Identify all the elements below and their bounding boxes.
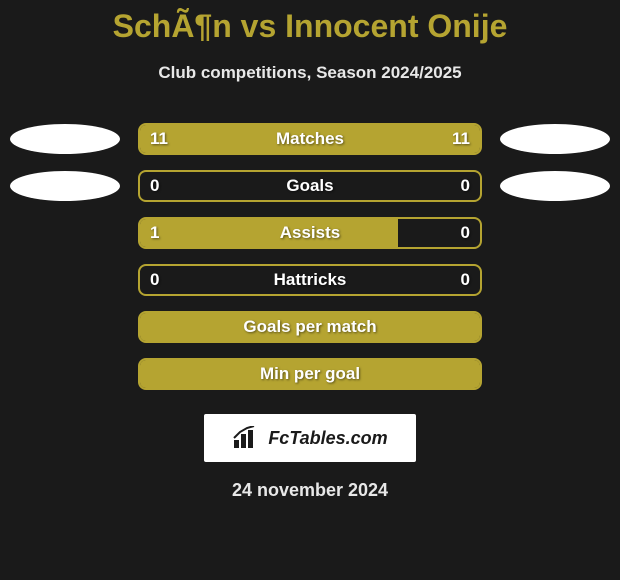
stat-value-left: 0 [150,270,159,290]
main-container: SchÃ¶n vs Innocent Onije Club competitio… [0,0,620,501]
stats-container: 11 11 Matches 0 0 Goals 1 0 Assists 0 0 Hattricks Go… [0,123,620,390]
stat-value-left: 11 [150,129,168,149]
stat-label: Assists [280,223,340,243]
stat-bar: Min per goal [138,358,482,390]
page-subtitle: Club competitions, Season 2024/2025 [0,63,620,83]
stat-value-left: 1 [150,223,159,243]
footer: FcTables.com 24 november 2024 [0,414,620,501]
stat-value-right: 0 [461,176,470,196]
stat-label: Goals [286,176,333,196]
stat-bar: 1 0 Assists [138,217,482,249]
stat-bar: 0 0 Goals [138,170,482,202]
player-left-ellipse [10,171,120,201]
logo-text: FcTables.com [268,428,387,449]
stat-row: 1 0 Assists [10,217,610,249]
stat-row: 0 0 Hattricks [10,264,610,296]
player-left-ellipse [10,124,120,154]
stat-row: 11 11 Matches [10,123,610,155]
stat-label: Matches [276,129,344,149]
bar-fill-left [140,219,398,247]
stat-row: Goals per match [10,311,610,343]
stat-value-left: 0 [150,176,159,196]
stat-label: Min per goal [260,364,360,384]
stat-value-right: 0 [461,223,470,243]
stat-value-right: 11 [452,129,470,149]
stat-bar: Goals per match [138,311,482,343]
stat-value-right: 0 [461,270,470,290]
logo-box: FcTables.com [204,414,415,462]
stat-label: Goals per match [243,317,376,337]
player-right-ellipse [500,171,610,201]
page-title: SchÃ¶n vs Innocent Onije [0,8,620,45]
stat-label: Hattricks [274,270,347,290]
chart-icon [232,426,260,450]
date-text: 24 november 2024 [232,480,388,501]
player-right-ellipse [500,124,610,154]
stat-bar: 11 11 Matches [138,123,482,155]
stat-bar: 0 0 Hattricks [138,264,482,296]
stat-row: Min per goal [10,358,610,390]
stat-row: 0 0 Goals [10,170,610,202]
